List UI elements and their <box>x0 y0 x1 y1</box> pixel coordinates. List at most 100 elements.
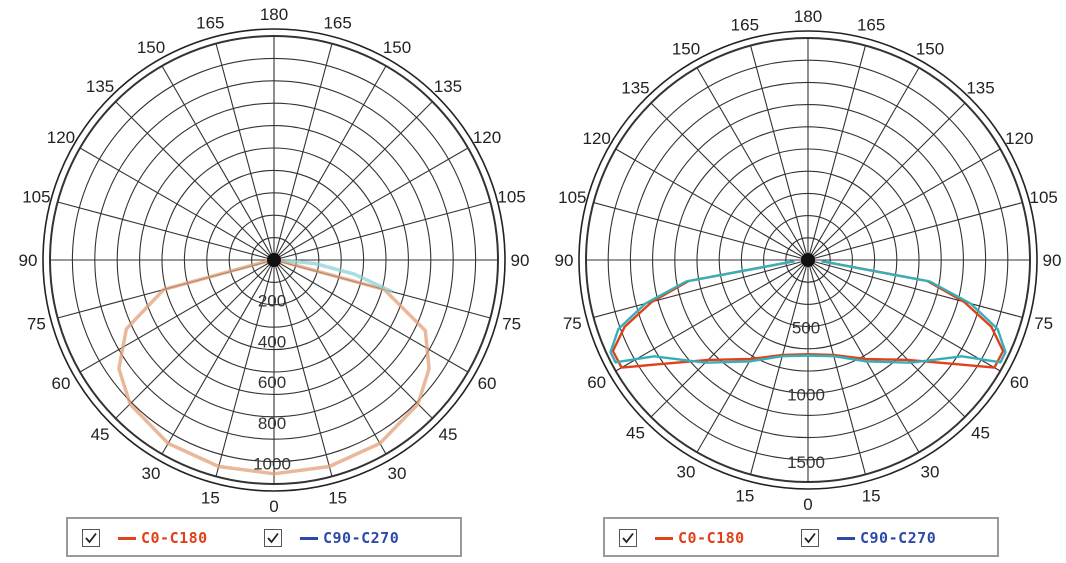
angle-label-right: 120 <box>1005 129 1033 148</box>
angle-label-left: 165 <box>731 15 759 34</box>
angle-label-right: 60 <box>478 374 497 393</box>
checkbox-c90-c270[interactable] <box>801 529 819 547</box>
angle-label-left: 45 <box>626 424 645 443</box>
grid-spoke <box>273 65 387 261</box>
angle-label-left: 165 <box>196 13 224 32</box>
legend-label-c0-c180: C0-C180 <box>678 529 745 547</box>
angle-label-right: 30 <box>921 462 940 481</box>
angle-label-left: 0 <box>803 495 812 514</box>
checkbox-c0-c180[interactable] <box>82 529 100 547</box>
angle-label-left: 135 <box>86 77 114 96</box>
series-line-c90-c270 <box>284 258 393 294</box>
grid-spoke <box>115 259 275 419</box>
angle-label-left: 60 <box>587 373 606 392</box>
angle-label-left: 15 <box>735 487 754 506</box>
angle-label-right: 135 <box>434 77 462 96</box>
series-line-c90-c270 <box>609 260 1007 364</box>
grid-spoke <box>215 43 275 261</box>
grid-spoke <box>273 259 387 455</box>
angle-label-left: 15 <box>201 489 220 508</box>
angle-label-left: 150 <box>672 40 700 59</box>
grid-spoke <box>79 259 275 373</box>
angle-label-left: 120 <box>583 129 611 148</box>
angle-label-right: 15 <box>328 489 347 508</box>
angle-label-right: 60 <box>1010 373 1029 392</box>
series-line-c0-c180 <box>117 258 431 476</box>
angle-label-right: 120 <box>473 128 501 147</box>
radial-tick-label: 200 <box>258 292 286 311</box>
grid-spoke <box>696 67 809 261</box>
angle-label-right: 105 <box>1029 188 1057 207</box>
grid-spoke <box>273 101 433 261</box>
grid-spoke <box>593 202 809 261</box>
grid-spoke <box>696 259 809 453</box>
radial-tick-label: 800 <box>258 414 286 433</box>
legend-left: C0-C180 C90-C270 <box>66 517 462 557</box>
angle-label-left: 45 <box>91 425 110 444</box>
legend-swatch-c0-c180 <box>655 536 673 540</box>
angle-label-left: 0 <box>269 497 278 516</box>
grid-spoke <box>115 101 275 261</box>
angle-label-right: 15 <box>862 487 881 506</box>
radial-tick-label: 1000 <box>253 455 291 474</box>
polar-grid <box>578 30 1038 490</box>
grid-spoke <box>79 147 275 261</box>
legend-swatch-c0-c180 <box>118 536 136 540</box>
radial-tick-label: 400 <box>258 332 286 351</box>
grid-outer-ring <box>578 30 1038 490</box>
center-hub <box>801 253 815 267</box>
angle-label-left: 75 <box>27 315 46 334</box>
angle-label-right: 90 <box>1043 251 1062 270</box>
check-icon <box>85 532 97 544</box>
grid-spoke <box>807 259 920 453</box>
grid-spoke <box>750 259 809 475</box>
radial-tick-label: 1000 <box>787 386 825 405</box>
angle-label-right: 135 <box>966 78 994 97</box>
grid-spoke <box>161 65 275 261</box>
legend-swatch-c90-c270 <box>837 536 855 540</box>
angle-label-left: 150 <box>137 38 165 57</box>
angle-label-right: 30 <box>388 464 407 483</box>
angle-label-right: 45 <box>438 425 457 444</box>
grid-spoke <box>807 67 920 261</box>
angle-label-right: 150 <box>383 38 411 57</box>
legend-item-c90-c270[interactable]: C90-C270 <box>264 526 399 550</box>
grid-spoke <box>807 259 866 475</box>
angle-label-left: 30 <box>142 464 161 483</box>
angle-label-left: 180 <box>260 5 288 24</box>
check-icon <box>804 532 816 544</box>
angle-label-left: 90 <box>555 251 574 270</box>
check-icon <box>267 532 279 544</box>
grid-spoke <box>807 102 966 261</box>
center-hub <box>267 253 281 267</box>
grid-spoke <box>273 147 469 261</box>
grid-spoke <box>807 259 1023 318</box>
legend-item-c0-c180[interactable]: C0-C180 <box>82 526 208 550</box>
angle-label-left: 75 <box>563 314 582 333</box>
angle-label-right: 105 <box>497 187 525 206</box>
grid-spoke <box>273 201 491 261</box>
grid-spoke <box>593 259 809 318</box>
grid-outer-ring <box>42 28 506 492</box>
grid-spoke <box>273 259 433 419</box>
angle-label-right: 165 <box>857 15 885 34</box>
grid-spoke <box>750 45 809 261</box>
angle-label-left: 30 <box>677 462 696 481</box>
legend-right: C0-C180 C90-C270 <box>603 517 999 557</box>
radial-tick-label: 600 <box>258 373 286 392</box>
legend-label-c90-c270: C90-C270 <box>860 529 937 547</box>
radial-tick-label: 500 <box>792 318 820 337</box>
legend-item-c0-c180[interactable]: C0-C180 <box>619 526 745 550</box>
grid-spoke <box>215 259 275 477</box>
polar-grid <box>42 28 506 492</box>
grid-spoke <box>807 259 966 418</box>
legend-item-c90-c270[interactable]: C90-C270 <box>801 526 936 550</box>
angle-label-right: 75 <box>1034 314 1053 333</box>
checkbox-c90-c270[interactable] <box>264 529 282 547</box>
grid-spoke <box>807 259 1001 372</box>
angle-label-left: 135 <box>621 78 649 97</box>
angle-label-left: 60 <box>51 374 70 393</box>
checkbox-c0-c180[interactable] <box>619 529 637 547</box>
grid-spoke <box>273 259 333 477</box>
